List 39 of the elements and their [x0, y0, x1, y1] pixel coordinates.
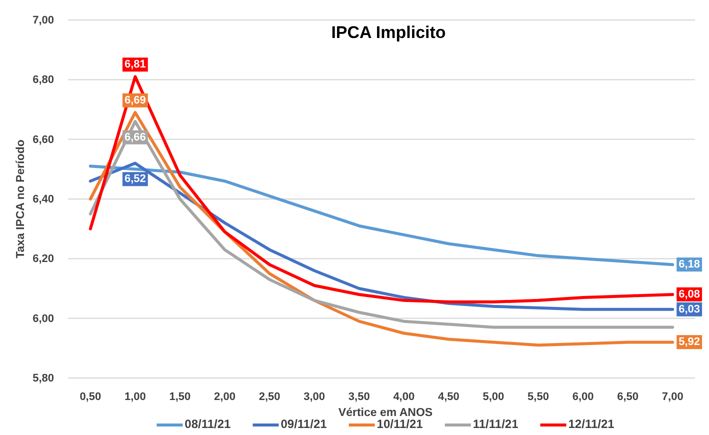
data-label: 5,92 [678, 336, 700, 348]
y-tick-label: 6,80 [32, 74, 54, 86]
x-tick-label: 4,50 [438, 390, 460, 403]
data-label: 6,69 [124, 94, 146, 106]
data-label: 6,08 [678, 288, 700, 300]
legend-label: 08/11/21 [184, 417, 232, 432]
line-series [88, 164, 674, 266]
data-label: 6,81 [124, 58, 146, 71]
data-label: 6,03 [678, 303, 700, 316]
legend-label: 09/11/21 [280, 417, 328, 432]
x-tick-label: 1,50 [169, 390, 191, 403]
y-tick-label: 6,40 [32, 194, 54, 206]
x-tick-label: 1,00 [124, 390, 146, 403]
x-axis-title: Vértice em ANOS [338, 407, 433, 419]
x-tick-label: 0,50 [80, 390, 102, 403]
y-axis-title: Taxa IPCA no Período [15, 140, 27, 258]
y-tick-label: 5,80 [32, 372, 54, 385]
line-series [88, 75, 674, 304]
data-label: 6,18 [678, 258, 700, 271]
x-tick-label: 5,50 [528, 390, 549, 403]
legend-label: 11/11/21 [472, 417, 519, 432]
x-tick-label: 6,00 [572, 390, 594, 403]
x-tick-label: 3,00 [304, 390, 326, 403]
y-tick-label: 6,20 [32, 253, 54, 266]
x-tick-label: 2,50 [258, 390, 280, 403]
legend-label: 12/11/21 [568, 417, 615, 432]
data-label: 6,66 [124, 131, 146, 144]
x-tick-label: 6,50 [617, 390, 639, 403]
chart-title: IPCA Implicito [331, 23, 446, 42]
x-tick-label: 4,00 [393, 390, 415, 403]
y-tick-label: 6,60 [32, 134, 54, 146]
x-tick-label: 7,00 [662, 390, 684, 403]
x-tick-label: 2,00 [214, 390, 236, 403]
y-tick-label: 7,00 [32, 14, 54, 27]
y-tick-label: 6,00 [32, 312, 54, 325]
x-tick-label: 5,00 [482, 390, 504, 403]
data-label: 6,52 [124, 173, 146, 186]
x-tick-label: 3,50 [348, 390, 370, 403]
legend-label: 10/11/21 [376, 417, 424, 432]
